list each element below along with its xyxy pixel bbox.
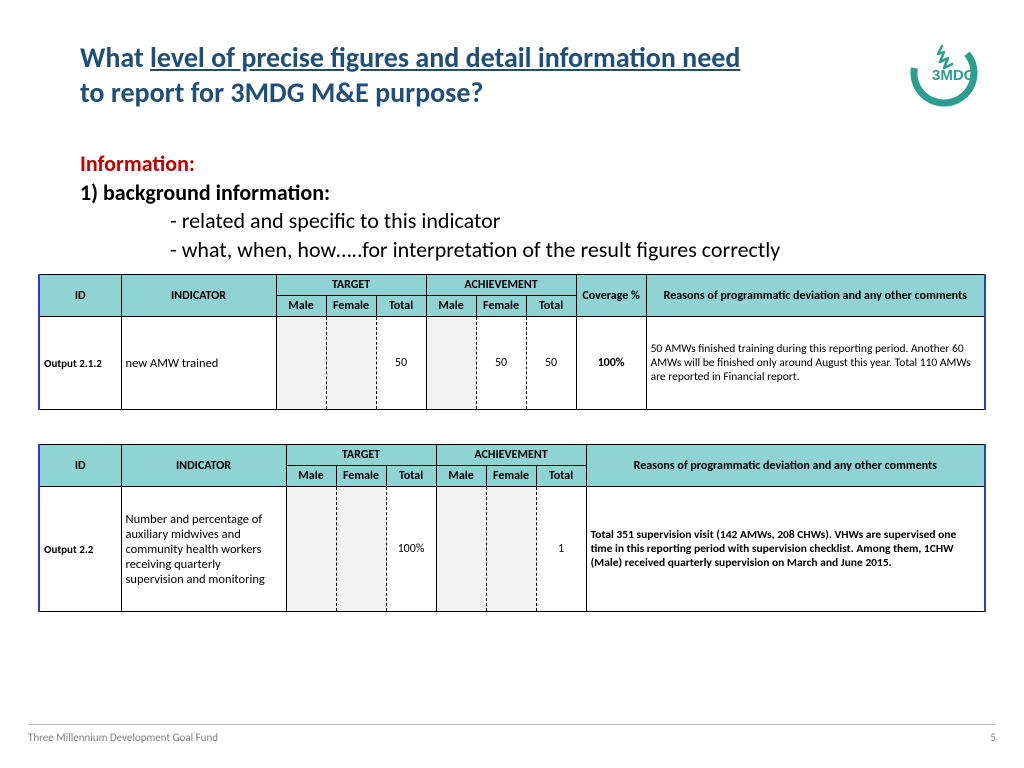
th-indicator: INDICATOR [121, 445, 286, 487]
th-target: TARGET [286, 445, 436, 466]
title-line1-under: level of precise figures and detail info… [150, 40, 740, 75]
info-bullet-0: - related and specific to this indicator [170, 207, 944, 236]
info-block: Information: 1) background information: … [80, 150, 944, 264]
th-a-male: Male [436, 466, 486, 487]
table-row: Output 2.2 Number and percentage of auxi… [39, 487, 985, 612]
slide: 3MDG What level of precise figures and d… [0, 0, 1024, 768]
cell-t-female [326, 317, 376, 410]
footer-page-number: 5 [990, 731, 996, 744]
info-item1: 1) background information: [80, 179, 944, 208]
cell-t-total: 100% [386, 487, 436, 612]
cell-a-female: 50 [476, 317, 526, 410]
logo-3mdg: 3MDG [904, 38, 984, 108]
cell-id: Output 2.2 [39, 487, 121, 612]
cell-a-male [436, 487, 486, 612]
cell-reasons: Total 351 supervision visit (142 AMWs, 2… [586, 487, 985, 612]
slide-footer: Three Millennium Development Goal Fund 5 [28, 724, 996, 744]
cell-indicator: Number and percentage of auxiliary midwi… [121, 487, 286, 612]
th-a-total: Total [536, 466, 586, 487]
th-a-female: Female [476, 296, 526, 317]
cell-a-total: 50 [526, 317, 576, 410]
cell-coverage: 100% [576, 317, 646, 410]
th-target: TARGET [276, 275, 426, 296]
th-achievement: ACHIEVEMENT [436, 445, 586, 466]
cell-t-female [336, 487, 386, 612]
cell-t-total: 50 [376, 317, 426, 410]
th-coverage: Coverage % [576, 275, 646, 317]
th-indicator: INDICATOR [121, 275, 276, 317]
table-row: Output 2.1.2 new AMW trained 50 50 50 10… [39, 317, 985, 410]
th-t-male: Male [286, 466, 336, 487]
th-t-male: Male [276, 296, 326, 317]
th-t-total: Total [386, 466, 436, 487]
footer-left: Three Millennium Development Goal Fund [28, 731, 218, 744]
th-t-total: Total [376, 296, 426, 317]
slide-title: What level of precise figures and detail… [80, 40, 944, 110]
table2-wrap: ID INDICATOR TARGET ACHIEVEMENT Reasons … [38, 444, 986, 612]
th-t-female: Female [336, 466, 386, 487]
title-line2: to report for 3MDG M&E purpose? [80, 75, 483, 110]
cell-t-male [286, 487, 336, 612]
th-a-total: Total [526, 296, 576, 317]
th-reasons: Reasons of programmatic deviation and an… [586, 445, 985, 487]
info-heading: Information: [80, 150, 944, 179]
info-bullet-1: - what, when, how…..for interpretation o… [170, 236, 944, 265]
th-a-female: Female [486, 466, 536, 487]
indicator-table-2: ID INDICATOR TARGET ACHIEVEMENT Reasons … [38, 444, 986, 612]
th-a-male: Male [426, 296, 476, 317]
th-id: ID [39, 275, 121, 317]
title-line1-pre: What [80, 40, 150, 75]
cell-reasons: 50 AMWs finished training during this re… [646, 317, 985, 410]
table1-wrap: ID INDICATOR TARGET ACHIEVEMENT Coverage… [38, 274, 986, 410]
cell-indicator: new AMW trained [121, 317, 276, 410]
indicator-table-1: ID INDICATOR TARGET ACHIEVEMENT Coverage… [38, 274, 986, 410]
cell-a-male [426, 317, 476, 410]
th-reasons: Reasons of programmatic deviation and an… [646, 275, 985, 317]
th-t-female: Female [326, 296, 376, 317]
th-id: ID [39, 445, 121, 487]
cell-t-male [276, 317, 326, 410]
cell-id: Output 2.1.2 [39, 317, 121, 410]
cell-a-female [486, 487, 536, 612]
svg-text:3MDG: 3MDG [932, 67, 975, 84]
th-achievement: ACHIEVEMENT [426, 275, 576, 296]
cell-a-total: 1 [536, 487, 586, 612]
